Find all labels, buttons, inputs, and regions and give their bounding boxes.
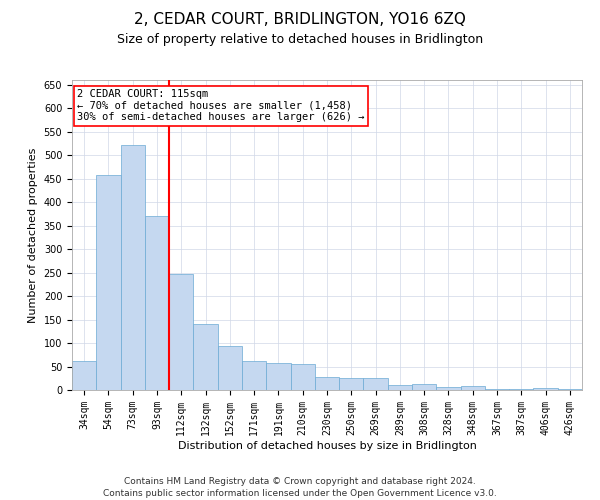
Bar xyxy=(242,361,266,390)
Bar xyxy=(509,388,533,390)
Bar xyxy=(193,324,218,390)
Bar xyxy=(169,274,193,390)
Text: 2, CEDAR COURT, BRIDLINGTON, YO16 6ZQ: 2, CEDAR COURT, BRIDLINGTON, YO16 6ZQ xyxy=(134,12,466,28)
Bar xyxy=(121,145,145,390)
Text: 2 CEDAR COURT: 115sqm
← 70% of detached houses are smaller (1,458)
30% of semi-d: 2 CEDAR COURT: 115sqm ← 70% of detached … xyxy=(77,90,365,122)
Bar xyxy=(485,388,509,390)
Bar xyxy=(290,364,315,390)
Text: Contains HM Land Registry data © Crown copyright and database right 2024.
Contai: Contains HM Land Registry data © Crown c… xyxy=(103,476,497,498)
Bar xyxy=(533,388,558,390)
Bar xyxy=(558,388,582,390)
Bar xyxy=(388,385,412,390)
X-axis label: Distribution of detached houses by size in Bridlington: Distribution of detached houses by size … xyxy=(178,440,476,450)
Bar xyxy=(72,361,96,390)
Bar xyxy=(364,378,388,390)
Text: Size of property relative to detached houses in Bridlington: Size of property relative to detached ho… xyxy=(117,32,483,46)
Bar xyxy=(145,216,169,390)
Bar xyxy=(339,378,364,390)
Bar xyxy=(461,386,485,390)
Bar xyxy=(315,378,339,390)
Bar xyxy=(96,175,121,390)
Y-axis label: Number of detached properties: Number of detached properties xyxy=(28,148,38,322)
Bar xyxy=(266,363,290,390)
Bar xyxy=(412,384,436,390)
Bar xyxy=(436,387,461,390)
Bar xyxy=(218,346,242,390)
